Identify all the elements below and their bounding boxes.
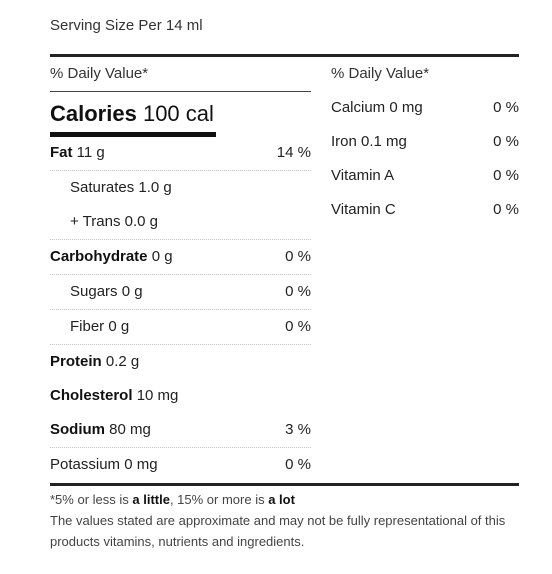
nutrient-name: Fiber — [70, 318, 105, 335]
vitamin-name: Vitamin C — [331, 201, 396, 218]
vitamin-row-iron: Iron 0.1 mg 0 % — [331, 125, 519, 159]
nutrient-row-sugars: Sugars 0 g 0 % — [50, 274, 311, 309]
nutrient-name: Fat — [50, 144, 73, 161]
serving-size: Serving Size Per 14 ml — [50, 17, 203, 34]
daily-value-header: % Daily Value* — [331, 65, 430, 82]
vitamin-name: Calcium — [331, 99, 386, 116]
vitamin-row-calcium: Calcium 0 mg 0 % — [331, 91, 519, 125]
nutrient-row-saturates: Saturates 1.0 g — [50, 170, 311, 205]
vitamin-percent: 0 % — [493, 99, 519, 116]
nutrient-name: Cholesterol — [50, 387, 133, 404]
vitamin-row-vitamin-c: Vitamin C 0 % — [331, 193, 519, 227]
nutrient-amount: 0 g — [121, 283, 143, 300]
nutrient-row-protein: Protein 0.2 g — [50, 344, 311, 379]
vitamin-percent: 0 % — [493, 133, 519, 150]
nutrient-name: Sugars — [70, 283, 118, 300]
little-emphasis: a little — [132, 492, 170, 507]
calories-value: 100 cal — [142, 101, 214, 126]
nutrient-name: Sodium — [50, 421, 105, 438]
vitamin-percent: 0 % — [493, 201, 519, 218]
vitamin-amount: 0.1 mg — [361, 133, 407, 150]
nutrient-percent: 3 % — [285, 421, 311, 438]
nutrient-percent: 0 % — [285, 456, 311, 473]
bottom-divider — [50, 483, 519, 486]
nutrient-name: + Trans — [70, 213, 121, 230]
daily-value-header: % Daily Value* — [50, 57, 311, 92]
daily-value-note: *5% or less is a little, 15% or more is … — [50, 492, 295, 507]
nutrient-name: Protein — [50, 353, 102, 370]
vitamin-name: Iron — [331, 133, 357, 150]
nutrient-amount: 0.0 g — [124, 213, 158, 230]
nutrient-row-trans: + Trans 0.0 g — [50, 205, 311, 239]
nutrients-column: % Daily Value* Calories 100 cal Fat 11 g… — [50, 57, 311, 482]
nutrient-amount: 10 mg — [136, 387, 179, 404]
nutrient-name: Carbohydrate — [50, 248, 148, 265]
vitamin-amount: 0 mg — [389, 99, 423, 116]
nutrient-row-cholesterol: Cholesterol 10 mg — [50, 379, 311, 413]
vitamin-name: Vitamin A — [331, 167, 395, 184]
nutrient-row-sodium: Sodium 80 mg 3 % — [50, 413, 311, 447]
vitamin-row-vitamin-a: Vitamin A 0 % — [331, 159, 519, 193]
nutrient-amount: 1.0 g — [138, 179, 172, 196]
nutrient-row-potassium: Potassium 0 mg 0 % — [50, 447, 311, 482]
nutrient-name: Saturates — [70, 179, 135, 196]
nutrient-name: Potassium — [50, 456, 121, 473]
nutrient-amount: 0 g — [151, 248, 173, 265]
nutrient-percent: 0 % — [285, 318, 311, 335]
nutrient-row-carbohydrate: Carbohydrate 0 g 0 % — [50, 239, 311, 274]
calories-underline — [50, 132, 216, 137]
nutrient-percent: 0 % — [285, 283, 311, 300]
calories-row: Calories 100 cal — [50, 92, 311, 137]
nutrient-amount: 0 g — [108, 318, 130, 335]
vitamin-percent: 0 % — [493, 167, 519, 184]
nutrient-row-fat: Fat 11 g 14 % — [50, 136, 311, 170]
nutrient-amount: 0 mg — [124, 456, 158, 473]
nutrient-amount: 0.2 g — [105, 353, 140, 370]
nutrient-percent: 0 % — [285, 248, 311, 265]
top-divider — [50, 54, 519, 57]
calories-label: Calories — [50, 101, 137, 126]
vitamins-column: % Daily Value* Calcium 0 mg 0 % Iron 0.1… — [331, 57, 519, 227]
lot-emphasis: a lot — [268, 492, 295, 507]
nutrient-percent: 14 % — [276, 144, 311, 161]
nutrient-amount: 80 mg — [109, 421, 151, 438]
nutrient-amount: 11 g — [76, 144, 105, 161]
footnote: *5% or less is a little, 15% or more is … — [50, 489, 520, 552]
disclaimer: The values stated are approximate and ma… — [50, 513, 506, 549]
nutrient-row-fiber: Fiber 0 g 0 % — [50, 309, 311, 344]
